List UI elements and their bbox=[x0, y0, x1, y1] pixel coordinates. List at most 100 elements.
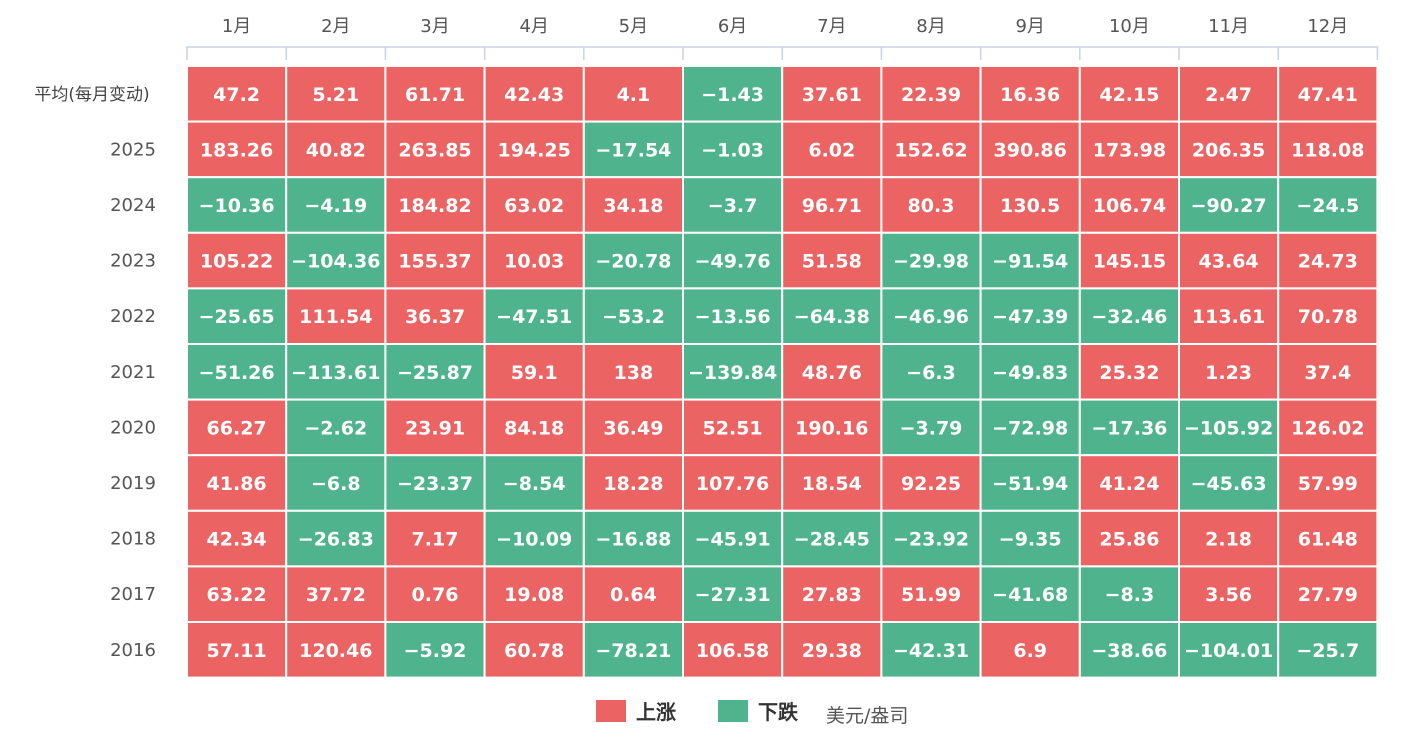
heatmap-cell bbox=[186, 343, 288, 401]
heatmap-cell bbox=[1277, 231, 1379, 290]
cell-value-label: −17.54 bbox=[595, 139, 671, 161]
month-label: 8月 bbox=[916, 16, 945, 37]
heatmap-cell bbox=[1078, 65, 1181, 123]
heatmap-cell bbox=[285, 565, 387, 624]
heatmap-cell bbox=[186, 120, 288, 179]
legend-swatch-down[interactable] bbox=[718, 700, 748, 722]
cell-value-label: −10.09 bbox=[496, 529, 572, 551]
cell-value-label: 111.54 bbox=[299, 306, 372, 328]
heatmap-cell bbox=[979, 65, 1081, 123]
cell-value-label: 0.76 bbox=[412, 584, 459, 606]
month-label: 6月 bbox=[718, 16, 747, 37]
heatmap-cell bbox=[285, 343, 387, 401]
heatmap-cell bbox=[682, 398, 784, 457]
cell-value-label: −6.8 bbox=[311, 473, 361, 495]
month-label: 10月 bbox=[1109, 16, 1150, 37]
heatmap-cell bbox=[1078, 621, 1181, 679]
cell-value-label: 7.17 bbox=[412, 529, 459, 551]
heatmap-cell bbox=[1277, 565, 1379, 624]
cell-value-label: −26.83 bbox=[298, 529, 374, 551]
cell-value-label: 43.64 bbox=[1199, 251, 1259, 273]
year-label: 2018 bbox=[110, 529, 156, 550]
heatmap-cell bbox=[1178, 621, 1280, 679]
legend-label-up[interactable]: 上涨 bbox=[636, 700, 676, 724]
heatmap-cell bbox=[384, 287, 486, 345]
cell-value-label: 42.43 bbox=[504, 84, 564, 106]
cell-value-label: 37.72 bbox=[306, 584, 366, 606]
month-label: 5月 bbox=[619, 16, 648, 37]
month-label: 3月 bbox=[420, 16, 449, 37]
cell-value-label: 92.25 bbox=[901, 473, 961, 495]
heatmap-cell bbox=[582, 398, 684, 457]
cell-value-label: 3.56 bbox=[1205, 584, 1252, 606]
month-label: 12月 bbox=[1307, 16, 1348, 37]
cell-value-label: −113.61 bbox=[291, 362, 380, 384]
cell-value-label: 2.47 bbox=[1205, 84, 1252, 106]
legend-label-down[interactable]: 下跌 bbox=[758, 700, 799, 724]
cell-value-label: −20.78 bbox=[595, 251, 671, 273]
unit-label: 美元/盎司 bbox=[826, 705, 908, 727]
cell-value-label: 190.16 bbox=[795, 417, 868, 439]
heatmap-cell bbox=[1277, 65, 1379, 123]
cell-value-label: 42.15 bbox=[1099, 84, 1159, 106]
heatmap-cell bbox=[979, 231, 1081, 290]
cell-value-label: −32.46 bbox=[1091, 306, 1167, 328]
cell-value-label: 63.02 bbox=[504, 195, 564, 217]
cell-value-label: −46.96 bbox=[893, 306, 969, 328]
heatmap-cell bbox=[285, 120, 387, 179]
cell-value-label: 107.76 bbox=[696, 473, 769, 495]
cell-value-label: −9.35 bbox=[999, 529, 1062, 551]
year-label: 2024 bbox=[110, 195, 156, 216]
heatmap-cell bbox=[483, 398, 585, 457]
heatmap-cell bbox=[781, 231, 883, 290]
heatmap-cell bbox=[1078, 120, 1181, 179]
heatmap-cell bbox=[979, 454, 1081, 512]
heatmap-cell bbox=[483, 509, 585, 568]
average-row-label: 平均(每月变动) bbox=[34, 85, 149, 105]
cell-value-label: 84.18 bbox=[504, 417, 564, 439]
heatmap-cell bbox=[1178, 231, 1280, 290]
heatmap-cell bbox=[1078, 509, 1181, 568]
cell-value-label: −29.98 bbox=[893, 251, 969, 273]
cell-value-label: −1.03 bbox=[701, 139, 764, 161]
cell-value-label: −16.88 bbox=[595, 529, 671, 551]
cell-value-label: 5.21 bbox=[312, 84, 359, 106]
cell-value-label: 18.54 bbox=[802, 473, 862, 495]
legend-swatch-up[interactable] bbox=[596, 700, 626, 722]
heatmap-cell bbox=[1078, 231, 1181, 290]
cell-value-label: −10.36 bbox=[199, 195, 275, 217]
cell-value-label: 57.11 bbox=[207, 640, 267, 662]
cell-value-label: 80.3 bbox=[908, 195, 955, 217]
cell-value-label: −25.7 bbox=[1296, 640, 1359, 662]
month-label: 7月 bbox=[817, 16, 846, 37]
cell-value-label: 36.49 bbox=[603, 417, 663, 439]
cell-value-label: 126.02 bbox=[1291, 417, 1364, 439]
cell-value-label: −3.79 bbox=[900, 417, 963, 439]
cell-value-label: 106.74 bbox=[1093, 195, 1166, 217]
cell-value-label: 194.25 bbox=[498, 139, 571, 161]
heatmap-cell bbox=[1277, 454, 1379, 512]
cell-value-label: −41.68 bbox=[992, 584, 1068, 606]
heatmap-cell bbox=[880, 509, 982, 568]
cell-value-label: 29.38 bbox=[802, 640, 862, 662]
cell-value-label: −2.62 bbox=[304, 417, 367, 439]
heatmap-cell bbox=[582, 231, 684, 290]
cell-value-label: 61.48 bbox=[1298, 529, 1358, 551]
cell-value-label: 40.82 bbox=[306, 139, 366, 161]
cell-value-label: −13.56 bbox=[695, 306, 771, 328]
cell-value-label: 390.86 bbox=[994, 139, 1067, 161]
cell-value-label: −90.27 bbox=[1191, 195, 1267, 217]
heatmap-cell bbox=[384, 398, 486, 457]
heatmap-cell bbox=[880, 287, 982, 345]
heatmap-cell bbox=[285, 231, 387, 290]
cell-value-label: −3.7 bbox=[708, 195, 758, 217]
cell-value-label: −47.39 bbox=[992, 306, 1068, 328]
cell-value-label: 16.36 bbox=[1000, 84, 1060, 106]
heatmap-cell bbox=[682, 65, 784, 123]
heatmap-cell bbox=[880, 120, 982, 179]
heatmap-cell bbox=[1078, 398, 1181, 457]
heatmap-cell bbox=[1078, 343, 1181, 401]
cell-value-label: 41.86 bbox=[207, 473, 267, 495]
cell-value-label: 37.61 bbox=[802, 84, 862, 106]
